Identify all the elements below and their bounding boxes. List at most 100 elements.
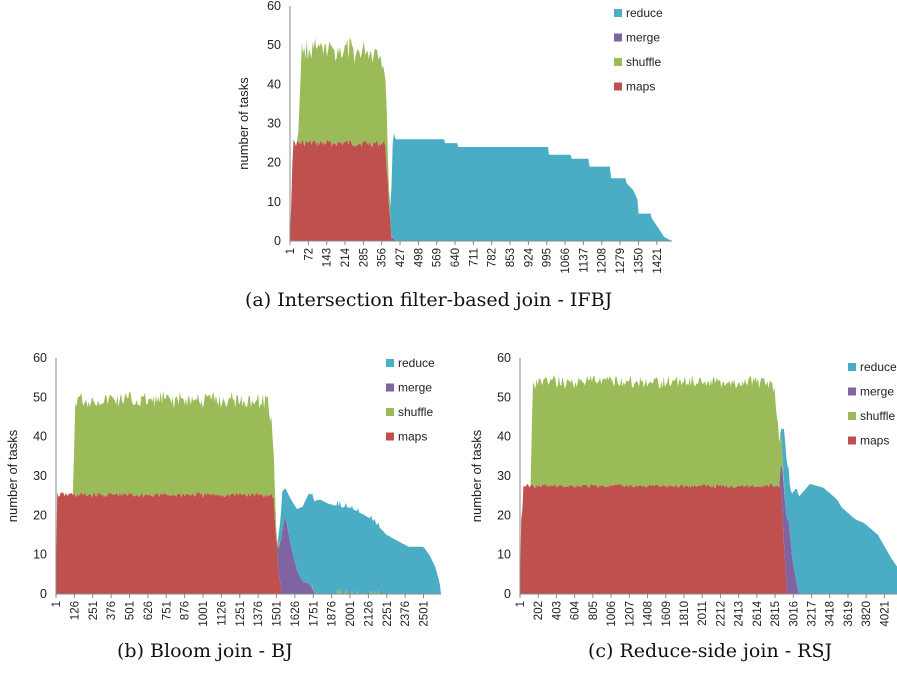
caption-rsj: (c) Reduce-side join - RSJ [588, 640, 833, 662]
x-tick-label: 3217 [807, 601, 819, 627]
x-tick-label: 1810 [679, 601, 691, 627]
x-tick-label: 376 [106, 601, 118, 620]
x-tick-label: 1279 [615, 248, 627, 274]
area-shuffle [290, 37, 672, 241]
x-tick-label: 782 [487, 248, 499, 267]
legend-swatch-merge [848, 387, 856, 396]
legend-swatch-reduce [386, 359, 394, 367]
legend-label-shuffle: shuffle [626, 55, 661, 69]
x-tick-label: 3418 [825, 601, 837, 627]
x-tick-label: 202 [533, 601, 545, 620]
x-tick-label: 1626 [290, 601, 302, 627]
legend-label-merge: merge [860, 385, 894, 399]
x-tick-label: 143 [322, 248, 334, 267]
legend-swatch-merge [614, 33, 622, 42]
area-reduce [290, 37, 672, 241]
x-tick-label: 214 [340, 247, 352, 267]
x-tick-label: 1006 [606, 601, 618, 627]
x-tick-label: 126 [69, 601, 81, 620]
legend-label-shuffle: shuffle [860, 409, 895, 423]
y-tick-label: 50 [33, 390, 47, 404]
x-tick-label: 640 [450, 248, 462, 267]
x-tick-label: 1 [285, 248, 297, 254]
x-tick-label: 3619 [843, 601, 855, 627]
y-tick-label: 20 [33, 508, 47, 522]
x-tick-label: 1501 [272, 601, 284, 627]
legend-label-reduce: reduce [860, 360, 897, 374]
x-tick-label: 1207 [624, 601, 636, 627]
x-tick-label: 1421 [652, 248, 664, 274]
x-tick-label: 1208 [597, 248, 609, 274]
y-tick-label: 30 [267, 117, 281, 131]
y-tick-label: 20 [267, 156, 281, 170]
x-tick-label: 4021 [879, 601, 891, 627]
x-tick-label: 1001 [198, 601, 210, 627]
x-tick-label: 427 [395, 248, 407, 267]
x-tick-label: 876 [180, 601, 192, 620]
y-tick-label: 60 [33, 351, 47, 365]
caption-ifbj: (a) Intersection filter-based join - IFB… [245, 289, 613, 311]
x-tick-label: 1137 [578, 248, 590, 273]
x-tick-label: 626 [143, 601, 155, 620]
x-tick-label: 356 [377, 248, 389, 267]
legend-label-merge: merge [626, 31, 660, 45]
x-tick-label: 805 [588, 601, 600, 620]
y-axis-label: number of tasks [236, 77, 251, 170]
y-tick-label: 10 [267, 195, 281, 209]
chart-ifbj: 0 10 20 30 40 50 60 1 72 143 214 285 356 427 498 569 640… [236, 0, 672, 274]
y-tick-label: 30 [497, 469, 511, 483]
x-tick-label: 1066 [560, 248, 572, 274]
x-tick-label: 1 [515, 601, 527, 607]
y-tick-label: 10 [33, 548, 47, 562]
x-tick-label: 604 [570, 600, 582, 620]
x-tick-label: 1609 [661, 601, 673, 627]
y-tick-label: 0 [40, 587, 47, 601]
legend-swatch-maps [614, 82, 622, 91]
x-tick-label: 569 [432, 248, 444, 267]
area-shuffle [56, 390, 441, 594]
legend-swatch-shuffle [386, 408, 394, 416]
legend-swatch-merge [386, 383, 394, 392]
legend-swatch-shuffle [848, 412, 856, 420]
x-tick-label: 72 [303, 248, 315, 261]
x-tick-label: 751 [161, 601, 173, 620]
legend-label-maps: maps [626, 80, 655, 94]
x-tick-label: 2251 [382, 601, 394, 627]
legend-label-reduce: reduce [398, 356, 435, 370]
y-tick-label: 60 [267, 0, 281, 13]
x-tick-label: 1126 [216, 601, 228, 626]
x-tick-label: 2126 [363, 601, 375, 627]
legend-swatch-shuffle [614, 58, 622, 66]
x-tick-label: 501 [125, 601, 137, 620]
legend-label-shuffle: shuffle [398, 405, 433, 419]
x-tick-label: 711 [468, 248, 480, 266]
legend-swatch-reduce [848, 363, 856, 371]
y-tick-label: 40 [33, 430, 47, 444]
x-tick-label: 251 [88, 601, 100, 620]
y-axis-label: number of tasks [5, 429, 20, 522]
x-tick-label: 1251 [235, 601, 247, 627]
legend-label-reduce: reduce [626, 6, 663, 20]
y-tick-label: 50 [497, 390, 511, 404]
x-tick-label: 1376 [253, 601, 265, 627]
x-tick-label: 2413 [734, 601, 746, 627]
legend-swatch-maps [386, 432, 394, 441]
caption-bj: (b) Bloom join - BJ [117, 640, 293, 662]
y-axis-label: number of tasks [469, 429, 484, 522]
area-shuffle [520, 374, 897, 594]
x-tick-label: 285 [358, 248, 370, 267]
x-tick-label: 1751 [308, 601, 320, 627]
x-tick-label: 995 [542, 248, 554, 267]
x-tick-label: 2011 [697, 601, 709, 626]
x-tick-label: 2815 [770, 601, 782, 627]
y-tick-label: 60 [497, 351, 511, 365]
x-tick-label: 403 [551, 601, 563, 620]
y-tick-label: 0 [504, 587, 511, 601]
area-maps [520, 483, 897, 594]
x-tick-label: 2212 [715, 601, 727, 627]
area-maps [56, 491, 441, 594]
chart-rsj: 0 10 20 30 40 50 60 1 202 403 604 805 1006 1207 1408 16… [469, 351, 897, 627]
x-tick-label: 1408 [643, 601, 655, 627]
